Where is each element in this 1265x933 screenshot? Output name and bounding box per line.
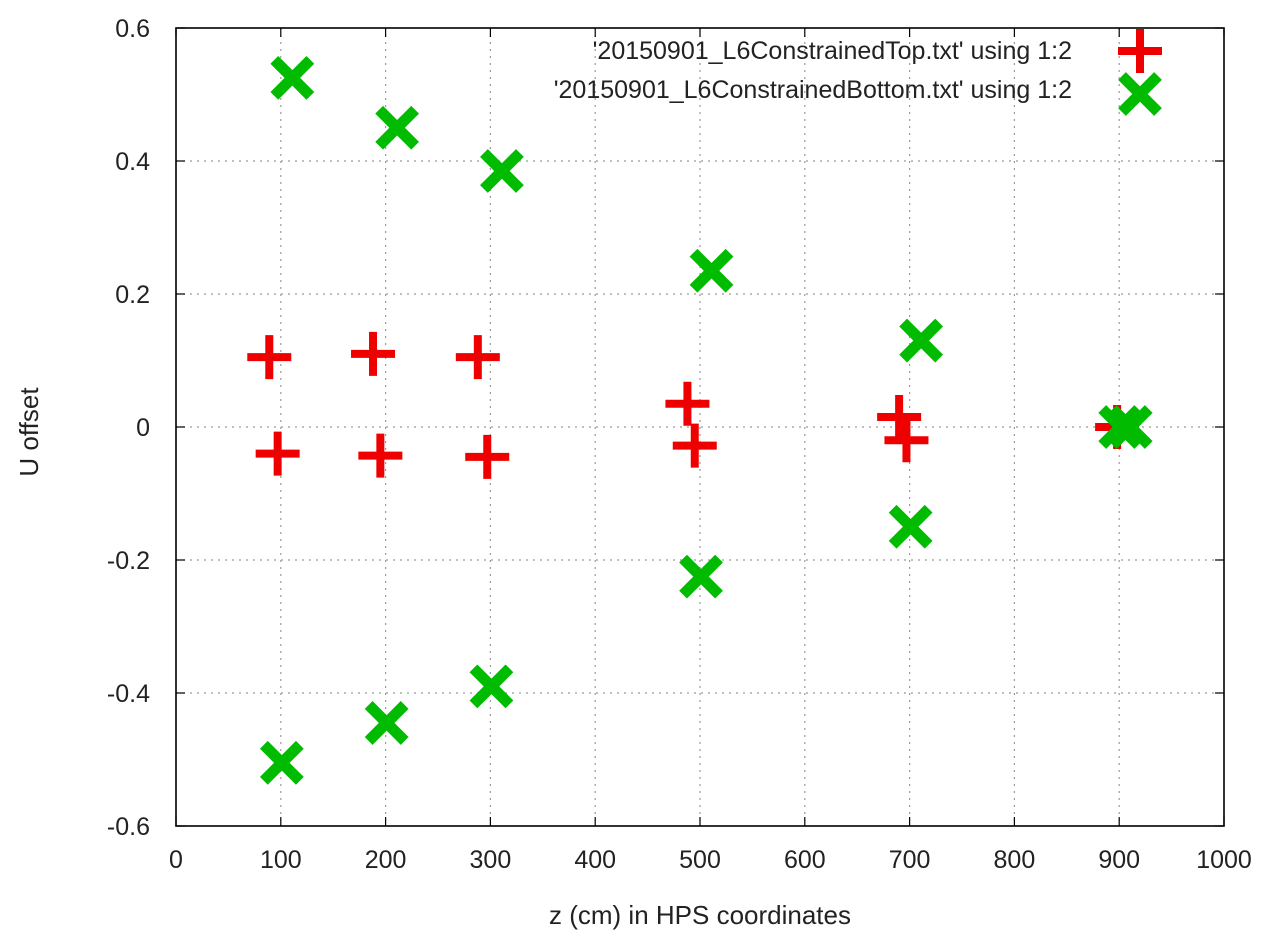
y-tick-label: 0 (136, 414, 150, 442)
x-tick-label: 900 (1098, 846, 1140, 874)
x-tick-label: 0 (169, 846, 183, 874)
top-series-point (465, 434, 510, 479)
grid-lines (176, 28, 1224, 826)
x-axis-tick-labels: 0 100 200 300 400 500 600 700 800 900 1000 (169, 846, 1252, 874)
top-series-point (255, 431, 300, 476)
y-tick-label: -0.6 (107, 813, 150, 841)
x-tick-label: 400 (574, 846, 616, 874)
y-tick-label: 0.4 (115, 148, 150, 176)
top-series-point (665, 381, 710, 426)
bottom-series-point (375, 105, 420, 150)
bottom-series-point (364, 701, 409, 745)
plot-frame (175, 27, 1225, 827)
top-series-point (877, 395, 922, 440)
legend-label-bottom: '20150901_L6ConstrainedBottom.txt' using… (554, 76, 1072, 104)
x-tick-label: 1000 (1196, 846, 1252, 874)
x-tick-label: 800 (994, 846, 1036, 874)
bottom-series-point (899, 318, 944, 363)
x-tick-label: 200 (365, 846, 407, 874)
top-series-point (455, 335, 500, 380)
bottom-series-point (1098, 405, 1143, 449)
top-series-point (351, 331, 396, 376)
top-series-point (672, 423, 717, 468)
legend-marker-cross (1118, 72, 1162, 116)
bottom-series-point (469, 664, 514, 709)
x-tick-label: 300 (470, 846, 512, 874)
bottom-series-point (259, 740, 304, 785)
data-points (247, 55, 1153, 785)
y-axis-title: U offset (14, 387, 44, 477)
legend-marker-plus (1118, 29, 1162, 73)
top-series-point (247, 335, 292, 380)
top-series-point (884, 418, 929, 463)
bottom-series-point (480, 149, 524, 193)
bottom-series-point (1108, 405, 1153, 449)
y-axis-tick-labels: 0.6 0.4 0.2 0 -0.2 -0.4 -0.6 (107, 15, 150, 841)
x-tick-label: 500 (679, 846, 721, 874)
bottom-series-point (679, 554, 723, 599)
y-tick-label: 0.6 (115, 15, 150, 43)
y-tick-label: -0.2 (107, 547, 150, 575)
bottom-series-point (888, 504, 933, 549)
bottom-series-point (270, 55, 315, 100)
y-tick-label: -0.4 (107, 680, 150, 708)
legend-label-top: '20150901_L6ConstrainedTop.txt' using 1:… (593, 37, 1072, 65)
top-series-point (358, 433, 403, 478)
y-tick-label: 0.2 (115, 281, 150, 309)
x-axis-title: z (cm) in HPS coordinates (549, 900, 851, 930)
x-tick-label: 100 (260, 846, 302, 874)
bottom-series-point (689, 248, 734, 293)
x-tick-label: 600 (784, 846, 826, 874)
x-tick-label: 700 (889, 846, 931, 874)
legend: '20150901_L6ConstrainedTop.txt' using 1:… (554, 29, 1162, 116)
